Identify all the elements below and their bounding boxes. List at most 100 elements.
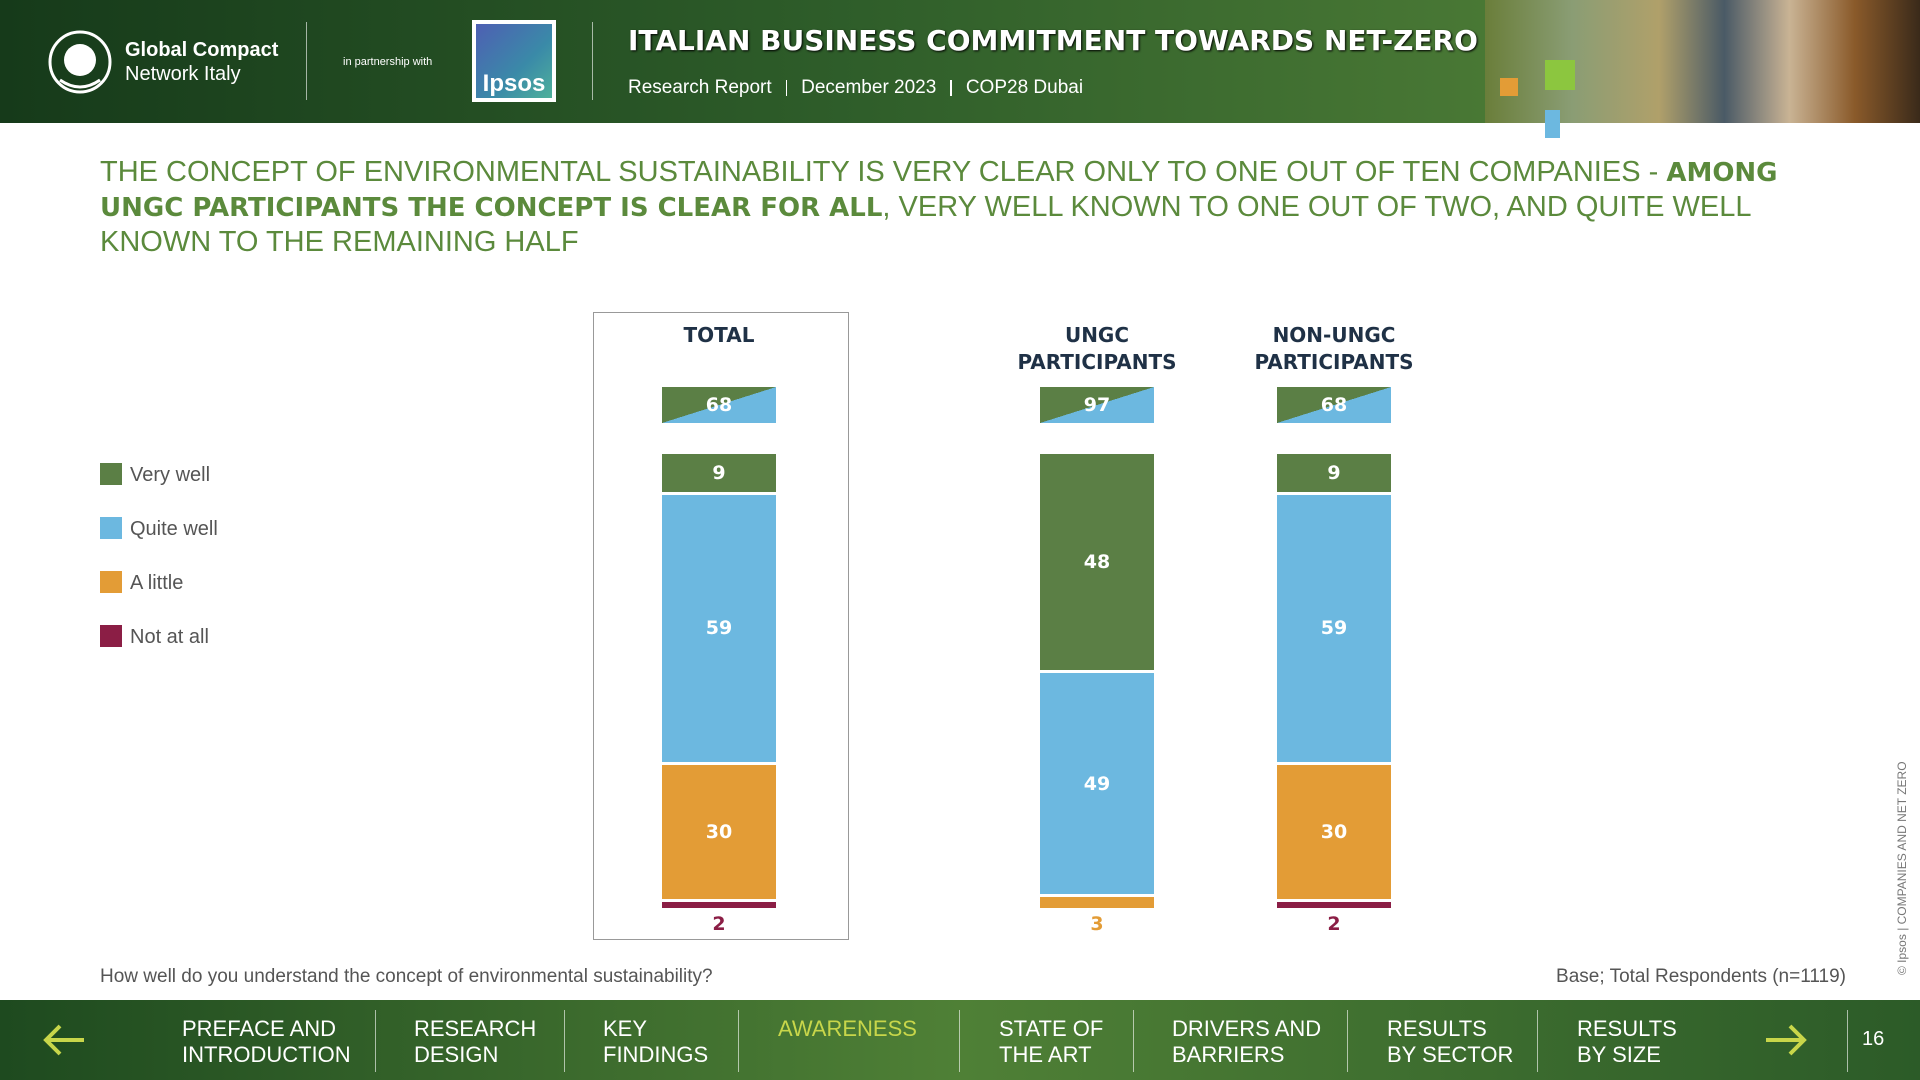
nav-separator	[1347, 1010, 1348, 1072]
separator	[950, 79, 952, 96]
headline: THE CONCEPT OF ENVIRONMENTAL SUSTAINABIL…	[100, 155, 1820, 259]
base-note: Base; Total Respondents (n=1119)	[1556, 966, 1846, 987]
header: Global Compact Network Italy in partnersh…	[0, 0, 1920, 138]
legend-label: A little	[130, 572, 184, 594]
nav-line: STATE OF	[999, 1016, 1104, 1041]
nav-separator	[564, 1010, 565, 1072]
bar-segment: 30	[1277, 764, 1391, 899]
category-label: TOTAL	[683, 323, 755, 347]
value-label: 48	[1083, 551, 1111, 574]
bar-segment	[1277, 901, 1391, 908]
summary-box: 68	[662, 387, 776, 423]
legend-swatch	[100, 625, 122, 647]
nav-line: DRIVERS AND	[1172, 1016, 1322, 1041]
bar-segment: 59	[1277, 495, 1391, 762]
nav-line: DESIGN	[414, 1042, 499, 1067]
chart: Very well Quite well A little Not at all TOT…	[100, 312, 1414, 940]
divider	[306, 22, 307, 100]
summary-label: 68	[1320, 394, 1348, 416]
subtitle-part: COP28 Dubai	[965, 77, 1084, 98]
nav-separator	[959, 1010, 960, 1072]
value-label: 3	[1090, 913, 1104, 935]
legend-label: Very well	[130, 464, 211, 486]
value-label: 9	[712, 462, 726, 485]
org-line: Global Compact	[125, 39, 279, 61]
divider	[592, 22, 593, 100]
bar-segment: 30	[662, 764, 776, 899]
bar-segment: 9	[662, 454, 776, 493]
legend-label: Not at all	[130, 626, 209, 648]
nav-separator	[1537, 1010, 1538, 1072]
nav-line: RESEARCH	[414, 1016, 537, 1041]
nav-item[interactable]: RESULTS BY SIZE	[1577, 1016, 1677, 1068]
value-label: 59	[705, 617, 733, 640]
summary-label: 97	[1083, 394, 1111, 416]
headline-part: AMONG UNGC PARTICIPANTS THE CONCEPT IS C…	[100, 158, 1778, 223]
partnership-text: in partnership with	[343, 56, 433, 68]
nav-bar: 16 PREFACE AND INTRODUCTION RESEARCH DESIGN…	[0, 1000, 1920, 1080]
value-label: 49	[1083, 772, 1111, 795]
summary-box: 97	[1040, 387, 1154, 423]
nav-item[interactable]: RESEARCH DESIGN	[414, 1016, 536, 1068]
deco-square	[1545, 60, 1575, 90]
page-number: 16	[1862, 1028, 1885, 1050]
headline-part: , VERY WELL KNOWN TO ONE OUT OF TWO, AND…	[100, 191, 1751, 258]
legend-swatch	[100, 463, 122, 485]
nav-separator	[375, 1010, 376, 1072]
nav-item[interactable]: RESULTS BY SECTOR	[1387, 1016, 1513, 1068]
bar-segment: 9	[1277, 454, 1391, 493]
deco-square	[1545, 110, 1560, 138]
bar-segment	[662, 901, 776, 908]
nav-item[interactable]: KEY FINDINGS	[603, 1016, 708, 1068]
org-name: Global Compact Network Italy	[125, 38, 278, 86]
nav-line: FINDINGS	[603, 1042, 709, 1067]
prev-arrow[interactable]	[40, 1022, 88, 1058]
next-arrow[interactable]	[1762, 1022, 1810, 1058]
nav-line: INTRODUCTION	[182, 1042, 351, 1067]
legend-swatch	[100, 517, 122, 539]
value-label: 30	[1320, 820, 1348, 843]
nav-separator	[1847, 1010, 1848, 1072]
category-label: UNGC PARTICIPANTS	[1017, 323, 1177, 374]
copyright: © Ipsos | COMPANIES AND NET ZERO	[1895, 761, 1909, 975]
nav-line: THE ART	[999, 1042, 1092, 1067]
legend-swatch	[100, 571, 122, 593]
partner-name: Ipsos	[476, 24, 552, 98]
category-label: NON-UNGC PARTICIPANTS	[1254, 323, 1414, 374]
nav-line: AWARENESS	[778, 1016, 917, 1041]
nav-item[interactable]: STATE OF THE ART	[999, 1016, 1103, 1068]
subtitle-part: December 2023	[801, 77, 937, 98]
report-title: ITALIAN BUSINESS COMMITMENT TOWARDS NET-…	[628, 24, 1478, 57]
un-logo	[48, 30, 112, 94]
legend-label: Quite well	[130, 518, 218, 540]
summary-box: 68	[1277, 387, 1391, 423]
nav-item[interactable]: DRIVERS AND BARRIERS	[1172, 1016, 1321, 1068]
nav-line: PREFACE AND	[182, 1016, 337, 1041]
nav-line: RESULTS	[1577, 1016, 1677, 1041]
value-label: 59	[1320, 617, 1348, 640]
nav-separator	[1133, 1010, 1134, 1072]
nav-item[interactable]: AWARENESS	[778, 1016, 917, 1042]
nav-line: BARRIERS	[1172, 1042, 1285, 1067]
deco-square	[1500, 78, 1518, 96]
value-label: 2	[1327, 913, 1341, 935]
nav-item[interactable]: PREFACE AND INTRODUCTION	[182, 1016, 351, 1068]
bar-segment: 48	[1040, 454, 1154, 671]
nav-line: BY SIZE	[1577, 1042, 1661, 1067]
value-label: 30	[705, 820, 733, 843]
value-label: 2	[712, 913, 726, 935]
partner-logo: Ipsos	[472, 20, 556, 102]
separator	[785, 79, 788, 96]
nav-line: BY SECTOR	[1387, 1042, 1514, 1067]
headline-part: THE CONCEPT OF ENVIRONMENTAL SUSTAINABIL…	[100, 156, 1667, 188]
subtitle-part: Research Report	[628, 77, 772, 98]
nav-separator	[738, 1010, 739, 1072]
nav-line: RESULTS	[1387, 1016, 1487, 1041]
value-label: 9	[1327, 462, 1341, 485]
highlight-box	[593, 312, 849, 940]
org-line: Network Italy	[125, 63, 241, 85]
question: How well do you understand the concept o…	[100, 966, 713, 987]
summary-label: 68	[705, 394, 733, 416]
bar-segment: 59	[662, 495, 776, 762]
